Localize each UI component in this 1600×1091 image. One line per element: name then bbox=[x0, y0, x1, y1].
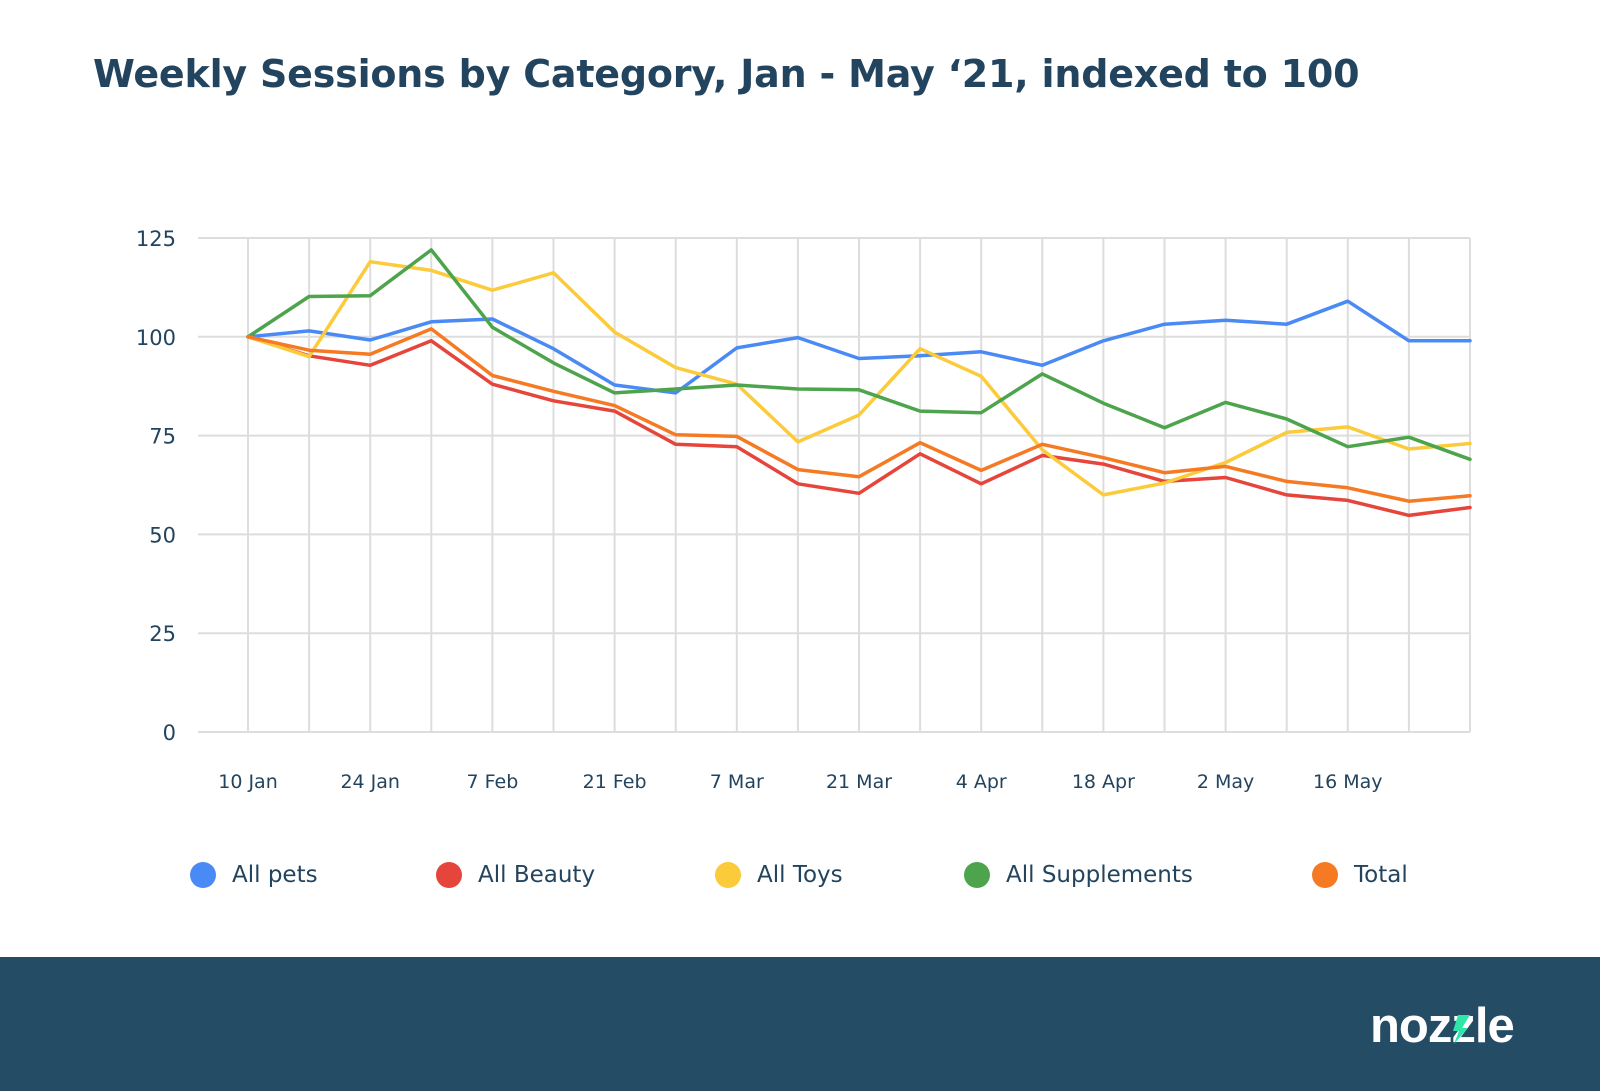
legend-label: All Supplements bbox=[1006, 862, 1193, 888]
legend-label: Total bbox=[1354, 862, 1408, 888]
y-axis-tick-labels: 0 25 50 75 100 125 bbox=[136, 227, 176, 745]
legend-label: All pets bbox=[232, 862, 318, 888]
y-tick-label: 100 bbox=[136, 326, 176, 350]
x-tick-label: 18 Apr bbox=[1072, 771, 1135, 793]
legend-swatch bbox=[964, 862, 990, 888]
logo-accent-bolt bbox=[1453, 1015, 1470, 1044]
footer-bar: nozzle bbox=[0, 957, 1600, 1091]
y-tick-label: 50 bbox=[149, 523, 176, 547]
x-tick-label: 21 Mar bbox=[826, 771, 892, 793]
x-tick-label: 21 Feb bbox=[583, 771, 647, 793]
y-tick-label: 0 bbox=[163, 721, 176, 745]
x-tick-label: 4 Apr bbox=[956, 771, 1007, 793]
legend-swatch bbox=[190, 862, 216, 888]
legend-item-all-toys: All Toys bbox=[715, 862, 843, 888]
legend-swatch bbox=[715, 862, 741, 888]
x-axis-tick-labels: 10 Jan 24 Jan 7 Feb 21 Feb 7 Mar 21 Mar 4 Apr 1… bbox=[218, 771, 1382, 793]
x-tick-label: 16 May bbox=[1313, 771, 1383, 793]
logo-text: nozzle bbox=[1370, 999, 1514, 1053]
chart-grid bbox=[198, 237, 1471, 733]
x-tick-label: 7 Feb bbox=[467, 771, 519, 793]
legend-item-all-beauty: All Beauty bbox=[436, 862, 595, 888]
legend-item-all-pets: All pets bbox=[190, 862, 318, 888]
series-line-all-beauty bbox=[246, 335, 1472, 518]
legend-swatch bbox=[1312, 862, 1338, 888]
x-tick-label: 2 May bbox=[1197, 771, 1254, 793]
series-line-total bbox=[246, 327, 1472, 503]
chart-legend: All pets All Beauty All Toys All Supplement… bbox=[0, 862, 1600, 902]
legend-label: All Beauty bbox=[478, 862, 596, 888]
legend-item-total: Total bbox=[1312, 862, 1408, 888]
y-tick-label: 75 bbox=[149, 425, 176, 449]
x-tick-label: 10 Jan bbox=[218, 771, 278, 793]
legend-swatch bbox=[436, 862, 462, 888]
series-line-all-pets bbox=[246, 299, 1472, 395]
x-tick-label: 24 Jan bbox=[340, 771, 400, 793]
legend-label: All Toys bbox=[757, 862, 843, 888]
line-chart: 0 25 50 75 100 125 10 Jan 24 Jan 7 Feb 21 Feb 7 M… bbox=[136, 227, 1472, 793]
x-tick-label: 7 Mar bbox=[710, 771, 764, 793]
series-line-all-supplements bbox=[246, 248, 1472, 462]
chart-title: Weekly Sessions by Category, Jan - May ‘… bbox=[93, 52, 1360, 96]
legend-item-all-supplements: All Supplements bbox=[964, 862, 1193, 888]
y-tick-label: 125 bbox=[136, 227, 176, 251]
chart-series bbox=[246, 248, 1472, 518]
y-tick-label: 25 bbox=[149, 622, 176, 646]
nozzle-logo: nozzle bbox=[1370, 999, 1515, 1053]
